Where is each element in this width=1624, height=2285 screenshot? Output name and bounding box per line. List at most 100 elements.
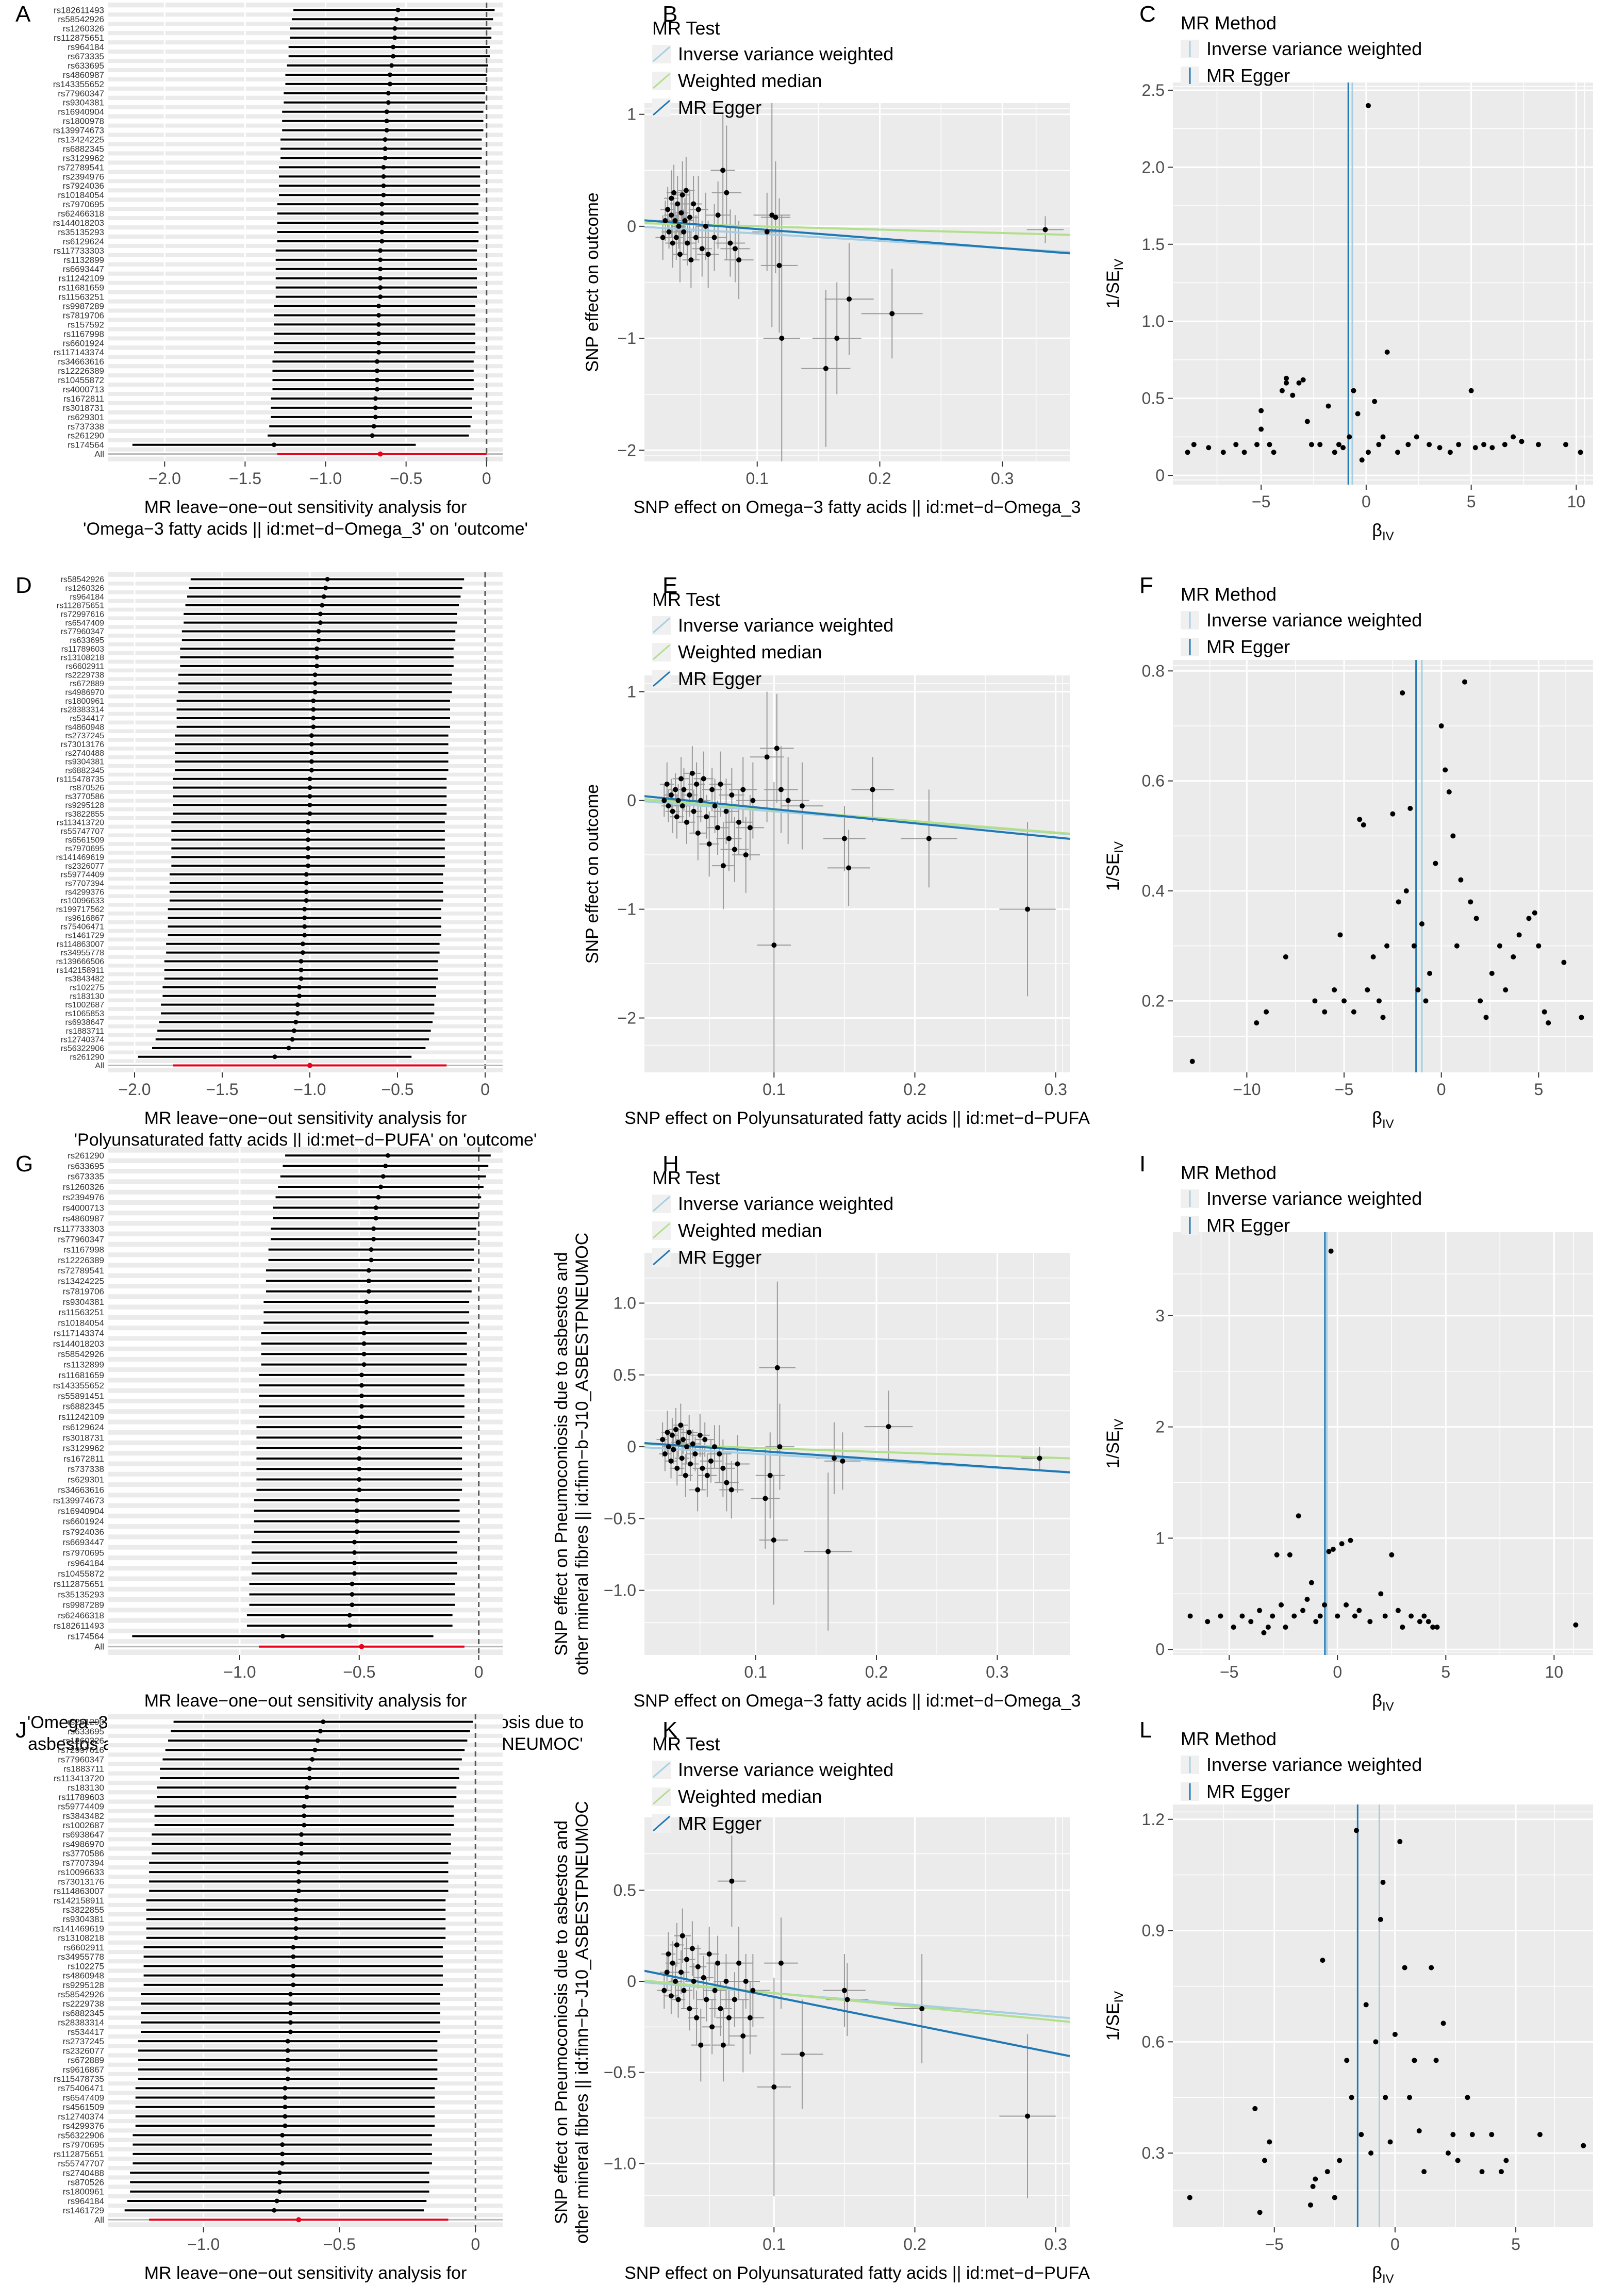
scatter-point — [677, 252, 683, 257]
forest-point — [391, 44, 396, 49]
forest-snp-label: rs1260326 — [63, 24, 104, 34]
forest-snp-label: rs12740374 — [58, 2112, 104, 2122]
scatter-point — [684, 1957, 689, 1962]
funnel-point — [1317, 442, 1323, 448]
funnel-point — [1274, 1552, 1280, 1558]
forest-snp-label: rs72789541 — [58, 1266, 104, 1276]
forest-snp-label: rs6601924 — [63, 338, 104, 348]
funnel-point — [1384, 349, 1390, 355]
forest-snp-label: rs58542926 — [58, 14, 104, 24]
scatter-point — [687, 2006, 692, 2011]
funnel-point — [1405, 442, 1411, 448]
panel-letter-E: E — [662, 573, 677, 598]
scatter-point — [681, 787, 687, 792]
funnel-point — [1284, 380, 1289, 386]
scatter-point — [711, 1444, 717, 1450]
scatter-H-y-tick-label: 0.5 — [614, 1366, 636, 1384]
legend-key-line — [653, 1789, 670, 1805]
forest-point — [385, 1153, 390, 1158]
forest-point — [293, 1898, 299, 1903]
funnel-x-axis-title-main: β — [1372, 1108, 1382, 1128]
scatter-H-x-tick-label: 0.1 — [744, 1663, 767, 1681]
scatter-point — [670, 808, 675, 814]
forest-snp-label: rs737338 — [68, 1464, 104, 1474]
forest-point — [280, 2151, 285, 2157]
forest-point — [272, 442, 277, 448]
funnel-point — [1411, 943, 1417, 949]
funnel-point — [1370, 954, 1376, 959]
funnel-point — [1258, 408, 1264, 413]
forest-snp-label: rs4986970 — [65, 688, 104, 697]
scatter-point — [777, 1444, 783, 1450]
forest-snp-label: rs144018203 — [53, 1339, 104, 1349]
scatter-point — [668, 792, 674, 798]
forest-snp-label: rs7819706 — [63, 310, 104, 320]
mr-fit-line — [644, 219, 1070, 255]
funnel-point — [1483, 1015, 1489, 1020]
forest-point — [321, 594, 326, 599]
funnel-point — [1328, 1248, 1334, 1254]
forest-point — [381, 164, 386, 170]
funnel-point — [1336, 442, 1341, 448]
funnel-point — [1373, 2039, 1379, 2045]
funnel-C-plot-background — [1173, 82, 1593, 485]
forest-point — [378, 267, 383, 272]
scatter-y-axis-title: SNP effect on outcome — [583, 784, 602, 964]
funnel-point — [1380, 1880, 1386, 1885]
forest-point — [378, 285, 383, 290]
funnel-point — [1473, 916, 1479, 921]
panel-letter-B: B — [662, 2, 677, 27]
funnel-y-axis-title: 1/SEIV — [1103, 259, 1126, 308]
forest-point — [394, 16, 399, 22]
funnel-point — [1378, 1916, 1383, 1922]
forest-snp-label: rs143355652 — [53, 1381, 104, 1390]
funnel-y-axis-title-main: 1/SE — [1103, 2002, 1123, 2041]
legend-label: Inverse variance weighted — [678, 615, 893, 636]
forest-point — [389, 63, 394, 68]
scatter-point — [743, 1979, 749, 1984]
forest-point — [307, 785, 312, 790]
funnel-point — [1380, 1015, 1386, 1020]
scatter-point — [679, 1455, 685, 1461]
forest-snp-label: rs183130 — [70, 992, 104, 1001]
scatter-point — [778, 787, 784, 792]
forest-snp-label: rs72997616 — [61, 610, 105, 619]
funnel-point — [1437, 445, 1443, 451]
forest-point — [311, 724, 316, 730]
funnel-point — [1387, 2139, 1393, 2145]
scatter-point — [697, 1432, 703, 1438]
scatter-point — [674, 1465, 680, 1471]
scatter-E-x-tick-label: 0.1 — [763, 1080, 785, 1099]
forest-point — [285, 2067, 290, 2072]
scatter-point — [729, 792, 735, 798]
forest-snp-label: rs633695 — [68, 1727, 104, 1736]
forest-snp-label: rs16940904 — [58, 107, 104, 117]
scatter-point — [669, 1432, 675, 1438]
forest-A-x-tick-label: −0.5 — [390, 469, 422, 488]
scatter-point — [726, 2015, 732, 2021]
forest-snp-label: rs77960347 — [58, 89, 104, 98]
scatter-point — [823, 366, 828, 371]
funnel-point — [1344, 1602, 1349, 1608]
forest-snp-label: rs6547409 — [65, 619, 104, 627]
funnel-C-y-tick-label: 1.5 — [1142, 235, 1165, 254]
forest-point — [283, 2085, 288, 2091]
scatter-point — [704, 814, 709, 820]
forest-point — [318, 611, 323, 617]
funnel-C-y-tick-label: 0.5 — [1142, 389, 1165, 408]
scatter-point — [665, 1430, 670, 1435]
forest-point — [302, 1804, 307, 1809]
scatter-point — [723, 1979, 729, 1984]
forest-point — [374, 377, 379, 383]
forest-point — [304, 1794, 309, 1799]
funnel-y-axis-title: 1/SEIV — [1103, 1419, 1126, 1468]
forest-point — [359, 1414, 364, 1419]
scatter-point — [747, 825, 753, 831]
forest-point — [311, 698, 316, 703]
scatter-point — [736, 1960, 742, 1966]
funnel-L-plot-background — [1173, 1804, 1593, 2227]
legend-label: MR Egger — [678, 668, 761, 689]
forest-snp-label: rs4561509 — [63, 2102, 104, 2112]
funnel-point — [1254, 442, 1260, 448]
